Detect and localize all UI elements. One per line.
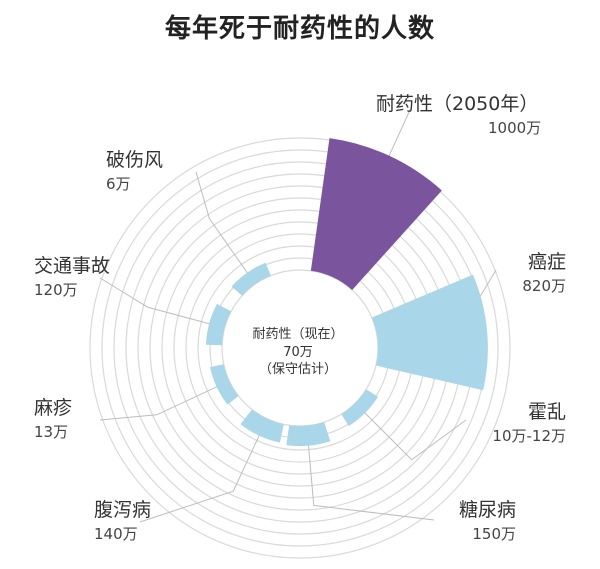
label-traffic-name: 交通事故: [34, 255, 111, 277]
label-tetanus: 破伤风 6万: [106, 149, 164, 193]
leader-line-6: [99, 277, 216, 326]
label-traffic-value: 120万: [34, 280, 78, 299]
center-label: 耐药性（现在） 70万 （保守估计）: [242, 326, 354, 379]
center-label-note: （保守估计）: [258, 362, 337, 378]
center-label-name: 耐药性（现在）: [252, 327, 344, 342]
label-cancer: 癌症 820万: [496, 251, 566, 295]
label-amr-2050: 耐药性（2050年） 1000万: [376, 93, 542, 137]
grid-ring: [101, 149, 499, 547]
label-amr-2050-value: 1000万: [488, 118, 542, 137]
label-diabetes-name: 糖尿病: [458, 499, 516, 521]
label-cancer-name: 癌症: [527, 251, 566, 273]
label-cancer-value: 820万: [522, 276, 566, 295]
label-amr-2050-name: 耐药性（2050年）: [376, 93, 539, 115]
leader-line-5: [99, 384, 221, 421]
label-diabetes-value: 150万: [472, 524, 516, 543]
bar-5: [210, 364, 239, 405]
bar-0: [310, 138, 442, 291]
label-cholera: 霍乱 10万-12万: [466, 401, 566, 445]
bar-2: [341, 389, 379, 427]
label-tetanus-value: 6万: [106, 174, 131, 193]
label-measles: 麻疹 13万: [34, 397, 73, 441]
label-tetanus-name: 破伤风: [106, 149, 164, 171]
label-measles-name: 麻疹: [34, 397, 73, 419]
label-cholera-name: 霍乱: [527, 401, 566, 423]
label-diarrhea-value: 140万: [94, 524, 138, 543]
grid-ring: [89, 137, 511, 559]
bar-7: [231, 262, 271, 296]
center-label-value: 70万: [283, 344, 313, 360]
leader-line-7: [195, 171, 250, 277]
leader-line-2: [361, 409, 467, 461]
label-measles-value: 13万: [34, 422, 69, 441]
bar-4: [240, 409, 284, 443]
leader-line-3: [307, 435, 435, 521]
label-diarrhea-name: 腹泻病: [94, 499, 152, 521]
bar-3: [286, 422, 331, 447]
bars: [205, 138, 488, 447]
leader-line-4: [139, 427, 264, 523]
bar-6: [205, 303, 232, 346]
label-traffic: 交通事故 120万: [34, 255, 111, 299]
label-diabetes: 糖尿病 150万: [426, 499, 516, 543]
chart-title: 每年死于耐药性的人数: [164, 14, 435, 44]
bar-1: [371, 274, 488, 391]
label-diarrhea: 腹泻病 140万: [94, 499, 152, 543]
label-cholera-value: 10万-12万: [492, 426, 566, 445]
